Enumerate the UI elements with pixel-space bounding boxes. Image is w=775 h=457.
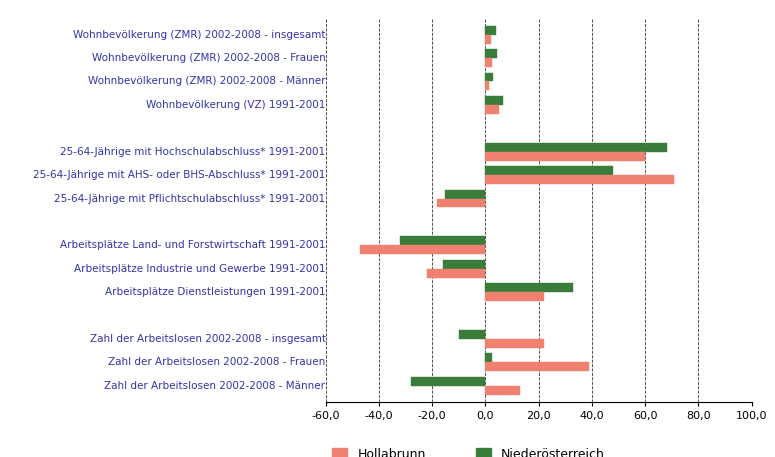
Bar	[485, 152, 645, 160]
Text: 25-64-Jährige mit Hochschulabschluss* 1991-2001: 25-64-Jährige mit Hochschulabschluss* 19…	[60, 147, 325, 157]
Text: Arbeitsplätze Industrie und Gewerbe 1991-2001: Arbeitsplätze Industrie und Gewerbe 1991…	[74, 264, 326, 274]
Bar	[485, 96, 503, 105]
Text: Zahl der Arbeitslosen 2002-2008 - insgesamt: Zahl der Arbeitslosen 2002-2008 - insges…	[89, 334, 326, 344]
Text: Zahl der Arbeitslosen 2002-2008 - Männer: Zahl der Arbeitslosen 2002-2008 - Männer	[105, 381, 326, 391]
Bar	[485, 339, 544, 348]
Legend: Hollabrunn, Niederösterreich: Hollabrunn, Niederösterreich	[328, 443, 610, 457]
Bar	[485, 353, 492, 362]
Bar	[443, 260, 485, 269]
Text: Wohnbevölkerung (VZ) 1991-2001: Wohnbevölkerung (VZ) 1991-2001	[146, 100, 326, 110]
Bar	[485, 292, 544, 301]
Bar	[485, 386, 520, 395]
Text: 25-64-Jährige mit AHS- oder BHS-Abschluss* 1991-2001: 25-64-Jährige mit AHS- oder BHS-Abschlus…	[33, 170, 326, 180]
Bar	[485, 73, 494, 81]
Bar	[485, 362, 589, 371]
Text: 25-64-Jährige mit Pflichtschulabschluss* 1991-2001: 25-64-Jährige mit Pflichtschulabschluss*…	[54, 193, 326, 203]
Bar	[485, 105, 498, 114]
Bar	[485, 58, 492, 67]
Text: Zahl der Arbeitslosen 2002-2008 - Frauen: Zahl der Arbeitslosen 2002-2008 - Frauen	[109, 357, 326, 367]
Bar	[437, 198, 485, 207]
Bar	[427, 269, 485, 278]
Bar	[446, 190, 485, 198]
Text: Wohnbevölkerung (ZMR) 2002-2008 - insgesamt: Wohnbevölkerung (ZMR) 2002-2008 - insges…	[73, 30, 326, 40]
Bar	[485, 35, 491, 43]
Bar	[485, 166, 613, 175]
Text: Wohnbevölkerung (ZMR) 2002-2008 - Männer: Wohnbevölkerung (ZMR) 2002-2008 - Männer	[88, 76, 326, 86]
Bar	[459, 330, 485, 339]
Bar	[400, 236, 485, 245]
Bar	[485, 81, 489, 90]
Text: Arbeitsplätze Dienstleistungen 1991-2001: Arbeitsplätze Dienstleistungen 1991-2001	[105, 287, 326, 297]
Bar	[485, 26, 496, 35]
Text: Arbeitsplätze Land- und Forstwirtschaft 1991-2001: Arbeitsplätze Land- und Forstwirtschaft …	[60, 240, 326, 250]
Bar	[485, 283, 574, 292]
Text: Wohnbevölkerung (ZMR) 2002-2008 - Frauen: Wohnbevölkerung (ZMR) 2002-2008 - Frauen	[91, 53, 326, 63]
Bar	[360, 245, 485, 254]
Bar	[411, 377, 485, 386]
Bar	[485, 175, 674, 184]
Bar	[485, 143, 666, 152]
Bar	[485, 49, 498, 58]
